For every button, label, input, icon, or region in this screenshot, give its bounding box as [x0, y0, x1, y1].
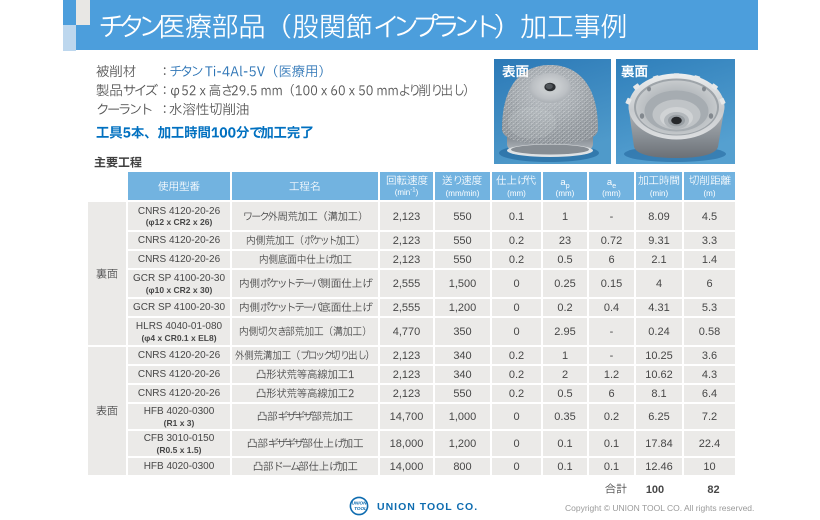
- svg-text:TOOL: TOOL: [354, 506, 367, 511]
- svg-text:UNION: UNION: [352, 501, 367, 506]
